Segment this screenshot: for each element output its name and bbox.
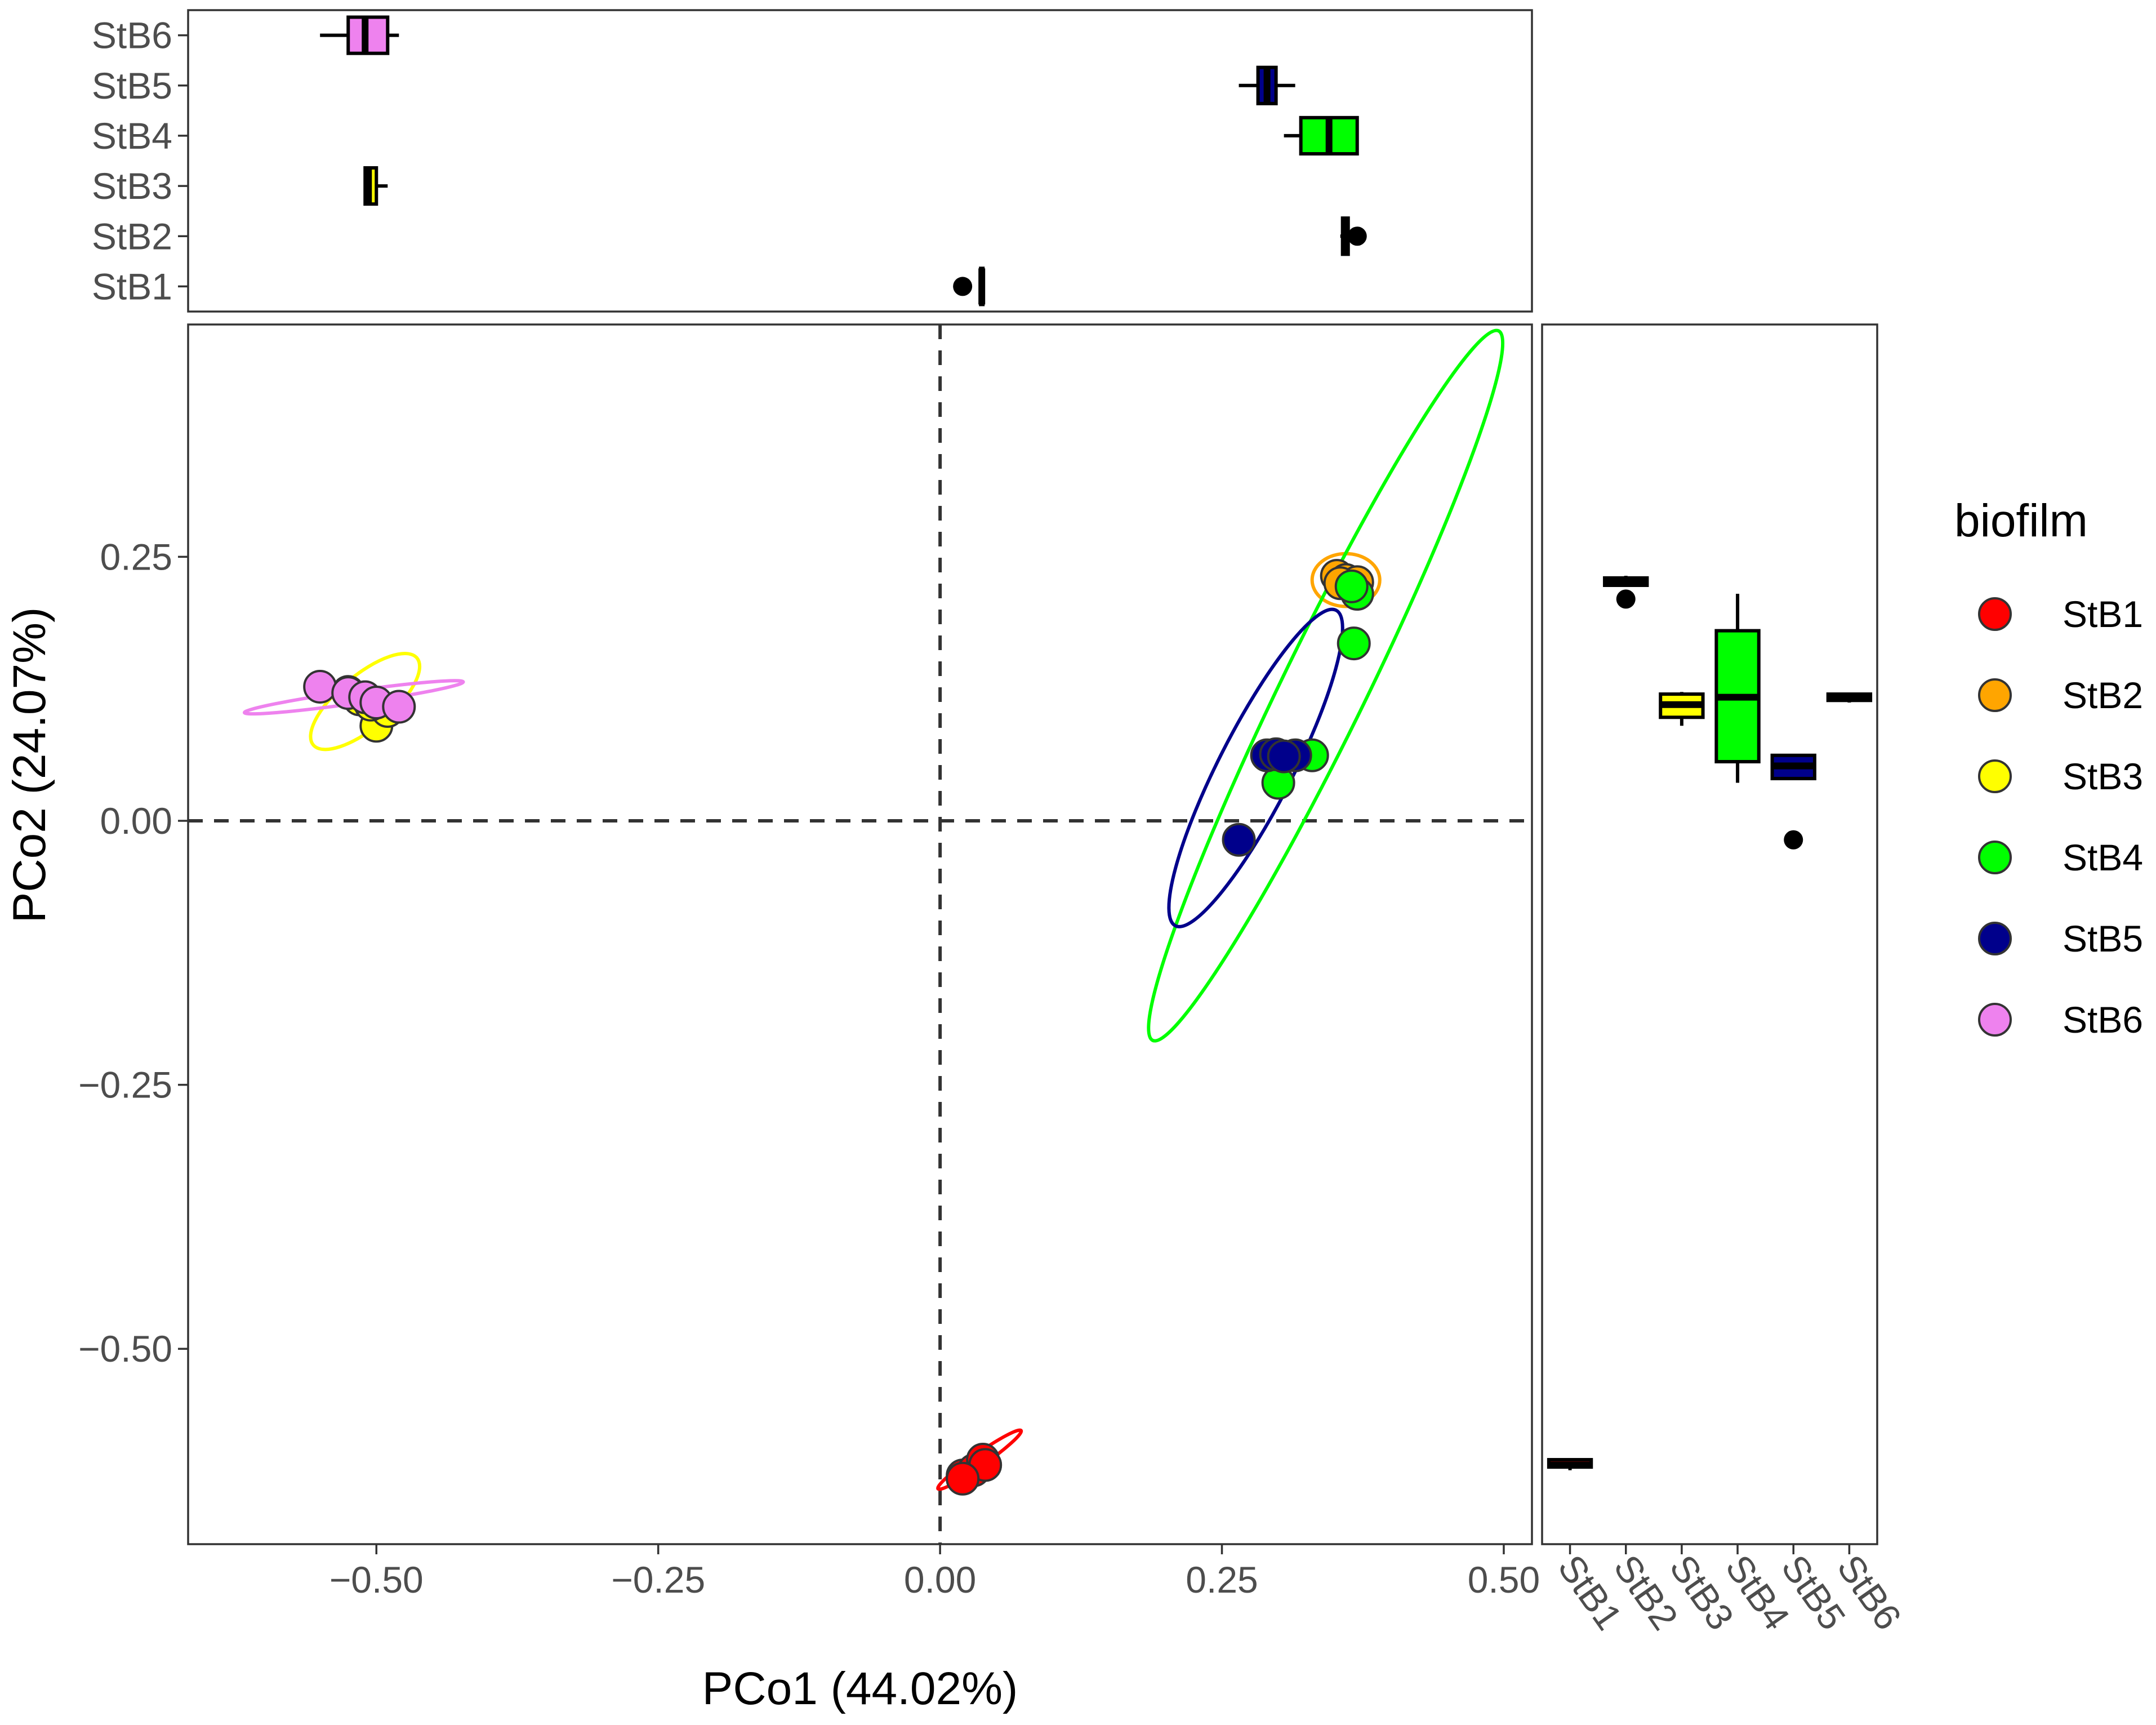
legend-items: StB1 StB2 StB3 StB4 StB5 StB6 xyxy=(1978,593,2143,1041)
outlier-point xyxy=(1616,589,1636,609)
legend: biofilm StB1 StB2 StB3 StB4 StB5 StB6 xyxy=(1954,495,2143,1041)
legend-key xyxy=(1978,1003,2012,1037)
outlier-point xyxy=(953,277,973,296)
legend-item-stb1: StB1 xyxy=(1978,593,2143,635)
point-stb6-1 xyxy=(303,669,337,704)
right-x-tick-label: StB2 xyxy=(1606,1548,1686,1638)
right-box-stb2 xyxy=(1603,576,1649,609)
outlier-point xyxy=(1784,830,1803,850)
right-x-tick-label: StB4 xyxy=(1718,1548,1798,1638)
right-boxplot-marks xyxy=(1547,576,1873,1470)
main-scatter-panel: −0.50 −0.25 0.00 0.25 0.50 0.250.00−0.25−0.5… xyxy=(78,323,1540,1600)
legend-key xyxy=(1978,678,2012,712)
top-y-tick-label: StB1 xyxy=(92,265,172,307)
top-box-stb4 xyxy=(1284,115,1359,156)
right-box-stb1 xyxy=(1547,1458,1593,1470)
right-panel-border xyxy=(1541,323,1878,1545)
right-box-stb3 xyxy=(1659,692,1705,726)
y-axis-title: PCo2 (24.07%) xyxy=(4,607,55,923)
right-x-tick-label: StB5 xyxy=(1774,1548,1854,1638)
top-y-tick-label: StB4 xyxy=(92,115,172,157)
top-box-stb3 xyxy=(363,166,388,206)
legend-key xyxy=(1978,841,2012,874)
top-box-stb5 xyxy=(1239,65,1295,105)
right-x-tick-label: StB6 xyxy=(1829,1548,1910,1638)
y-tick-label: −0.25 xyxy=(78,1064,172,1106)
right-box-stb4 xyxy=(1714,593,1761,783)
legend-item-stb6: StB6 xyxy=(1978,999,2143,1041)
x-tick-label: 0.50 xyxy=(1468,1559,1540,1600)
right-x-tick-label: StB1 xyxy=(1550,1548,1631,1638)
legend-label: StB5 xyxy=(2063,918,2143,959)
top-y-tick-label: StB5 xyxy=(92,65,172,106)
point-stb5-5 xyxy=(1267,739,1301,773)
legend-title: biofilm xyxy=(1954,495,2088,546)
top-boxplot-panel: StB1 StB2 StB3 StB4 StB5 StB6 xyxy=(92,9,1533,313)
legend-item-stb4: StB4 xyxy=(1978,837,2143,878)
point-stb1-5 xyxy=(946,1461,980,1496)
top-boxplot-marks xyxy=(320,15,1367,306)
ellipse-stb5 xyxy=(1167,607,1344,928)
top-panel-border xyxy=(187,9,1533,313)
y-tick-label: −0.50 xyxy=(78,1328,172,1370)
scatter-marks xyxy=(188,324,1532,1544)
main-panel-border xyxy=(187,323,1533,1545)
top-y-tick-label: StB6 xyxy=(92,15,172,56)
legend-label: StB3 xyxy=(2063,755,2143,797)
legend-item-stb3: StB3 xyxy=(1978,755,2143,797)
legend-label: StB4 xyxy=(2063,837,2143,878)
point-stb6-5 xyxy=(382,690,416,724)
y-axis-ticks: 0.25 0.00 −0.25 −0.50 xyxy=(78,536,188,1370)
x-tick-label: −0.50 xyxy=(329,1559,424,1600)
top-y-tick-label: StB2 xyxy=(92,215,172,257)
legend-item-stb5: StB5 xyxy=(1978,918,2143,959)
right-box-stb5 xyxy=(1770,753,1816,850)
legend-label: StB1 xyxy=(2063,593,2143,635)
x-axis-title: PCo1 (44.02%) xyxy=(702,1663,1018,1714)
ellipse-stb4 xyxy=(1147,328,1505,1043)
legend-key xyxy=(1978,759,2012,793)
x-tick-label: −0.25 xyxy=(611,1559,705,1600)
point-stb4-2 xyxy=(1337,626,1371,661)
right-x-tick-label: StB3 xyxy=(1661,1548,1742,1638)
point-stb5-1 xyxy=(1222,823,1256,857)
x-tick-label: 0.00 xyxy=(904,1559,976,1600)
point-stb4-5 xyxy=(1334,569,1369,603)
x-tick-label: 0.25 xyxy=(1186,1559,1258,1600)
x-axis-ticks: −0.50 −0.25 0.00 0.25 0.50 xyxy=(329,1544,1540,1600)
legend-label: StB6 xyxy=(2063,999,2143,1041)
top-y-ticks: StB1 StB2 StB3 StB4 StB5 StB6 xyxy=(92,15,188,307)
top-box-stb2 xyxy=(1340,216,1367,256)
y-tick-label: 0.25 xyxy=(100,536,172,577)
right-box-stb6 xyxy=(1826,692,1873,703)
legend-label: StB2 xyxy=(2063,674,2143,716)
outlier-point xyxy=(1347,226,1367,246)
y-tick-label: 0.00 xyxy=(100,800,172,842)
top-y-tick-label: StB3 xyxy=(92,165,172,207)
legend-item-stb2: StB2 xyxy=(1978,674,2143,716)
top-box-stb1 xyxy=(953,266,986,306)
top-box-stb6 xyxy=(320,15,399,55)
legend-key xyxy=(1978,922,2012,955)
legend-key xyxy=(1978,597,2012,631)
